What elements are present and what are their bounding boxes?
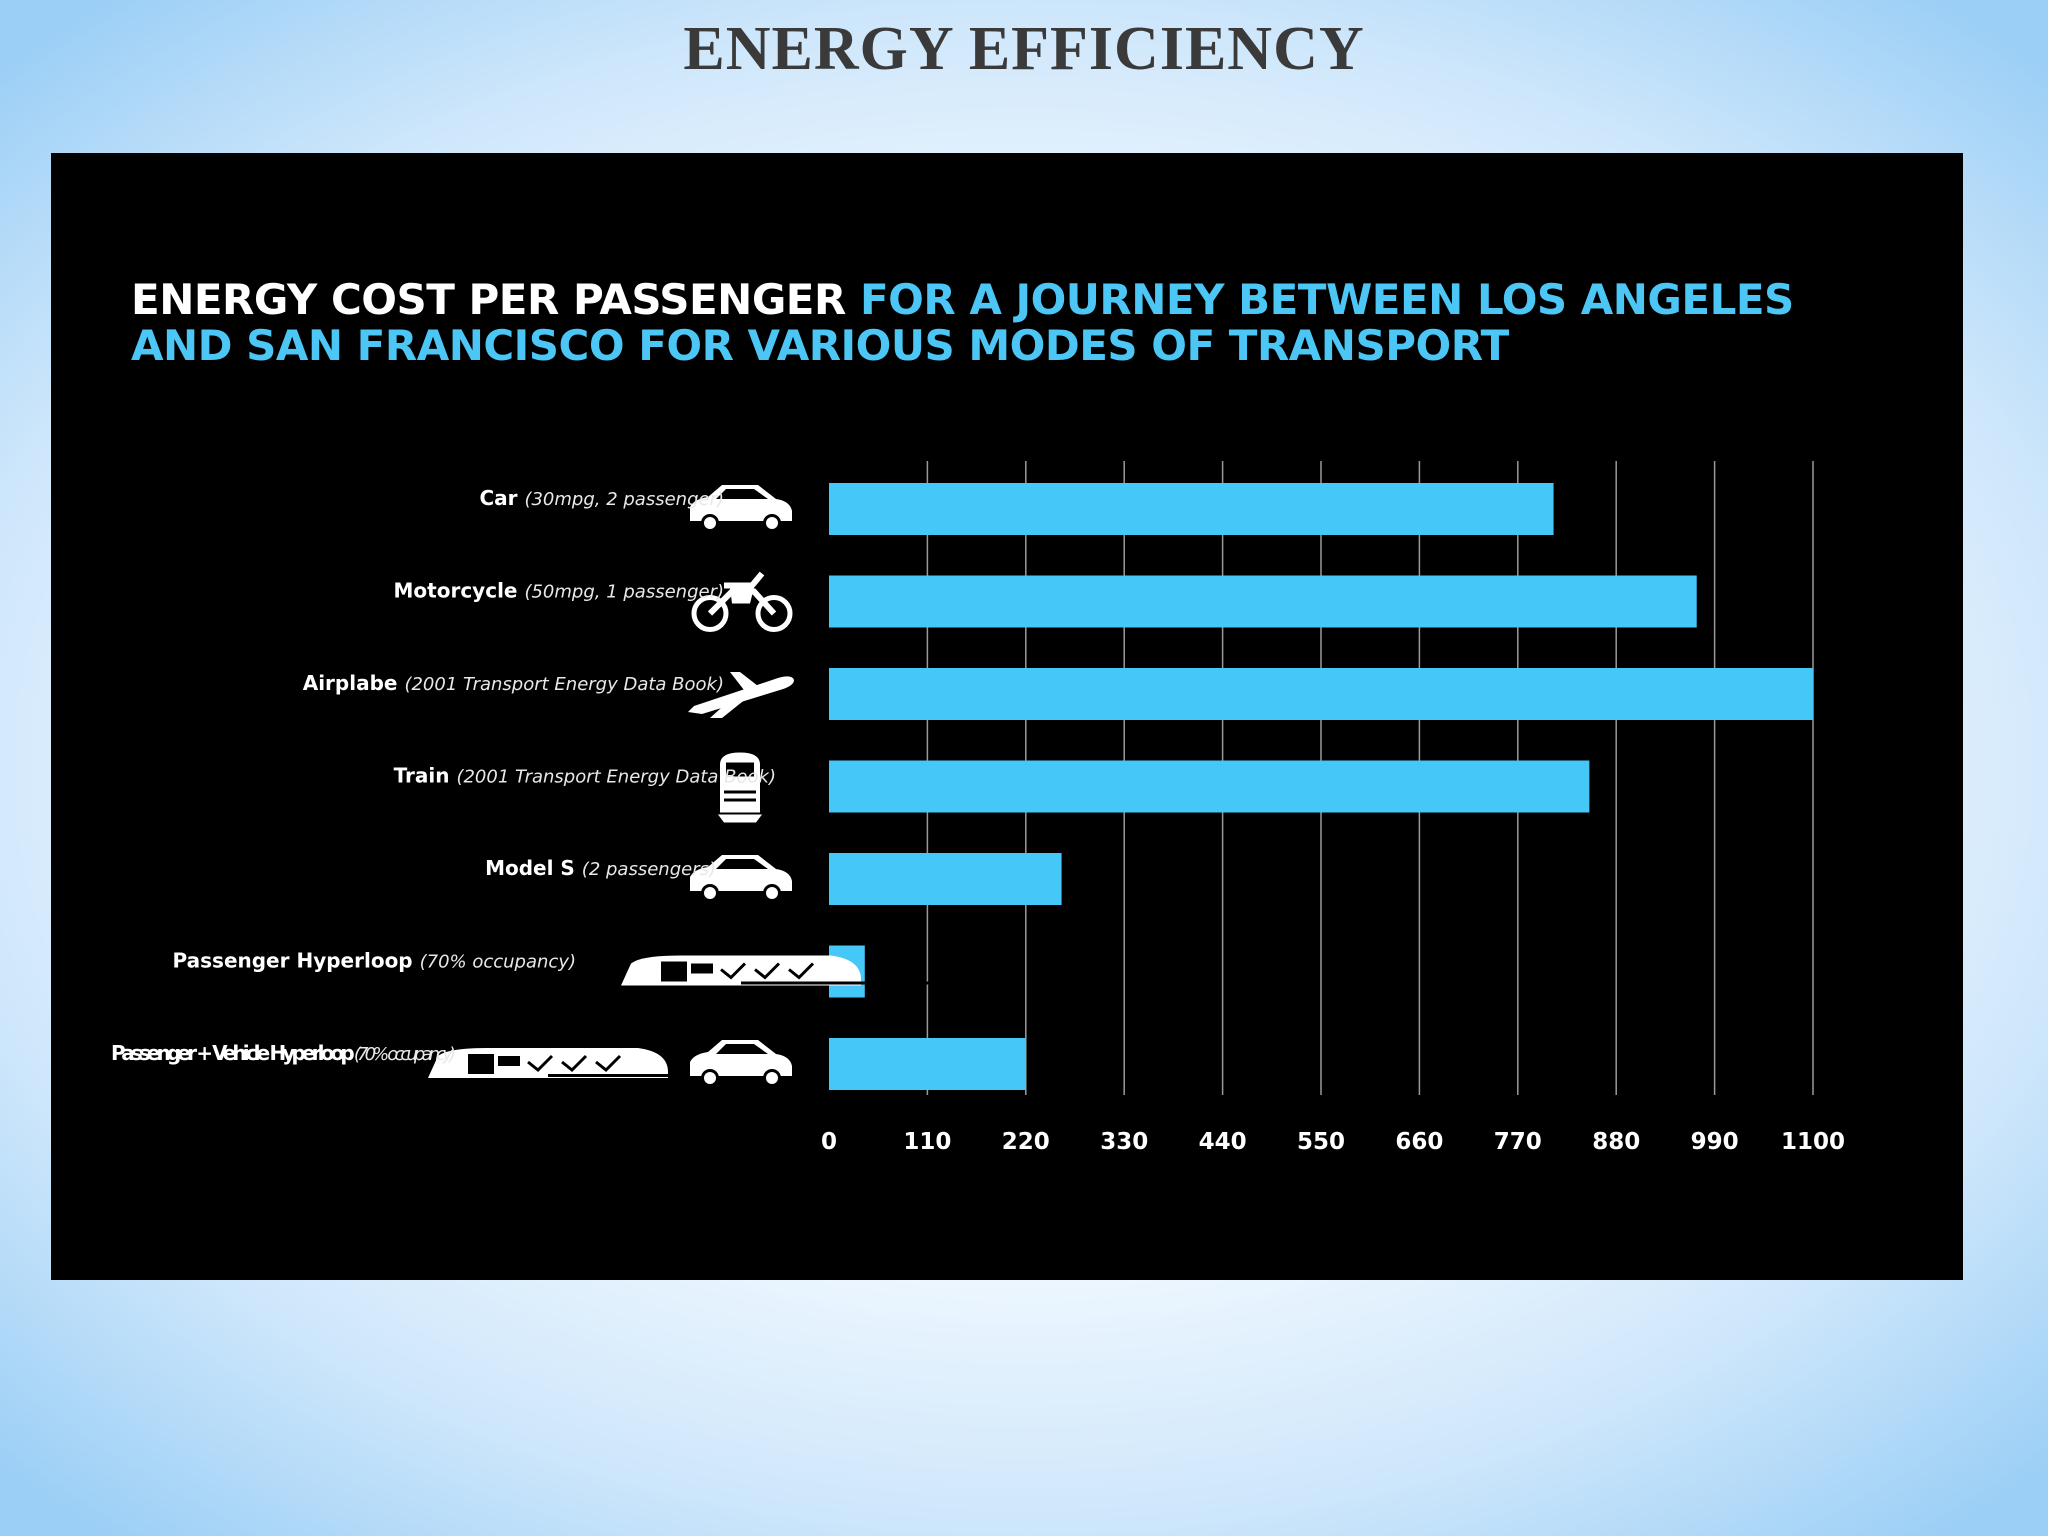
x-tick-label: 660 [1395, 1129, 1443, 1155]
category-label: Train (2001 Transport Energy Data Book) [394, 764, 776, 788]
category-label: Passenger Hyperloop (70% occupancy) [173, 949, 576, 973]
x-tick-label: 0 [821, 1129, 837, 1155]
car-icon [690, 855, 792, 902]
car-icon [690, 1040, 792, 1087]
bar-1 [829, 483, 1554, 535]
category-label: Car (30mpg, 2 passenger) [479, 486, 724, 510]
x-tick-label: 440 [1199, 1129, 1247, 1155]
x-tick-label: 110 [903, 1129, 951, 1155]
hyperloop-pod-icon [428, 1048, 788, 1078]
category-label: Motorcycle (50mpg, 1 passenger) [394, 579, 724, 603]
category-label: Airplabe (2001 Transport Energy Data Boo… [303, 671, 724, 695]
train-icon [718, 752, 762, 823]
category-label: Model S (2 passengers) [485, 856, 716, 880]
bar-5 [829, 853, 1062, 905]
bar-3 [829, 668, 1813, 720]
car-icon [690, 485, 792, 532]
hyperloop-pod-icon [621, 955, 981, 986]
x-tick-label: 770 [1494, 1129, 1542, 1155]
slide-title: ENERGY EFFICIENCY [683, 15, 1365, 83]
bar-2 [829, 575, 1697, 628]
chart-panel: ENERGY COST PER PASSENGER FOR A JOURNEY … [51, 153, 1963, 1280]
x-tick-label: 990 [1691, 1129, 1739, 1155]
motorcycle-icon [691, 571, 793, 632]
chart-title: ENERGY COST PER PASSENGER FOR A JOURNEY … [131, 277, 1831, 369]
x-tick-label: 880 [1592, 1129, 1640, 1155]
category-label: Passenger + Vehicle Hyperloop (70% occup… [111, 1041, 456, 1065]
airplane-icon [688, 672, 794, 718]
x-tick-label: 550 [1297, 1129, 1345, 1155]
x-tick-label: 1100 [1781, 1129, 1845, 1155]
chart-title-part2: FOR A JOURNEY BETWEEN LOS ANGELES AND SA… [131, 275, 1794, 370]
bar-chart: 0 110 220 330 440 550 660 770 880 990 1100 Car (30m… [111, 461, 1845, 1155]
chart-title-part1: ENERGY COST PER PASSENGER [131, 275, 846, 324]
bar-4 [829, 760, 1590, 813]
x-tick-label: 330 [1100, 1129, 1148, 1155]
bar-7 [829, 1038, 1026, 1090]
x-tick-label: 220 [1002, 1129, 1050, 1155]
